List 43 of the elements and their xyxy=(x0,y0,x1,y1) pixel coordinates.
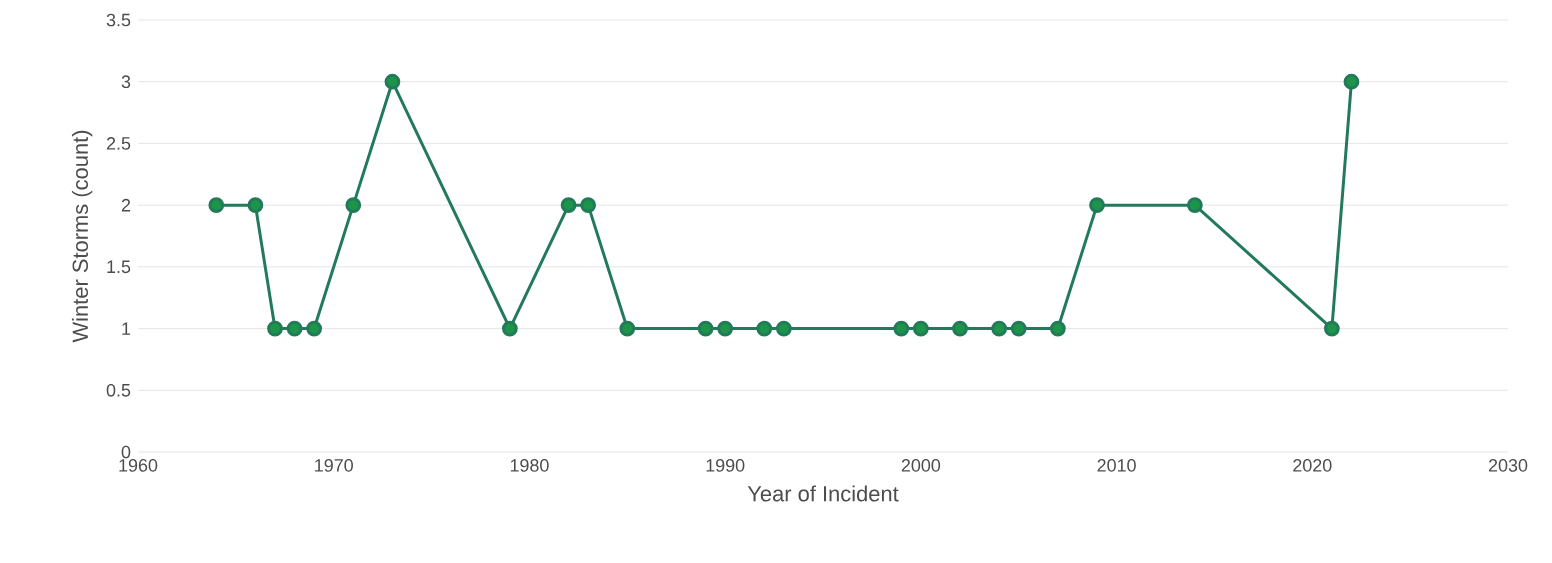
point xyxy=(501,320,518,337)
point xyxy=(991,320,1008,337)
point xyxy=(267,320,283,337)
point xyxy=(345,197,362,214)
x-tick-label: 2030 xyxy=(1488,459,1528,472)
point xyxy=(1324,320,1340,337)
point xyxy=(756,320,773,337)
y-tick-label: 2.5 xyxy=(106,137,131,150)
y-tick-label: 0 xyxy=(121,445,131,459)
y-tick-label: 1 xyxy=(122,322,131,335)
point xyxy=(1343,73,1360,90)
x-tick-label: 2010 xyxy=(1097,459,1136,472)
x-tick-label: 1980 xyxy=(510,459,549,472)
point xyxy=(1010,320,1027,337)
x-tick-label: 1970 xyxy=(315,459,353,472)
point xyxy=(717,320,734,337)
point xyxy=(1186,197,1203,214)
point xyxy=(384,73,401,90)
point xyxy=(560,197,577,214)
x-axis-title: Year of Incident xyxy=(747,485,899,502)
point xyxy=(893,320,910,337)
point xyxy=(1089,197,1105,214)
point xyxy=(1049,320,1066,337)
y-tick-label: 3.5 xyxy=(106,13,131,27)
point xyxy=(580,197,597,214)
point xyxy=(306,320,323,337)
point xyxy=(697,320,714,337)
x-tick-label: 2020 xyxy=(1293,459,1332,472)
y-tick-label: 1.5 xyxy=(107,260,131,274)
point xyxy=(208,197,225,214)
y-tick-label: 0.5 xyxy=(106,383,131,397)
point xyxy=(286,320,303,337)
x-tick-label: 1990 xyxy=(706,459,745,472)
point xyxy=(912,320,929,337)
x-tick-label: 1960 xyxy=(119,459,158,472)
x-tick-label: 2000 xyxy=(901,459,941,472)
point xyxy=(952,320,968,337)
point xyxy=(247,197,264,214)
y-axis-title: Winter Storms (count) xyxy=(71,130,93,343)
y-tick-label: 3 xyxy=(121,75,131,89)
point xyxy=(619,320,636,337)
y-tick-label: 2 xyxy=(121,198,131,212)
point xyxy=(775,320,792,337)
